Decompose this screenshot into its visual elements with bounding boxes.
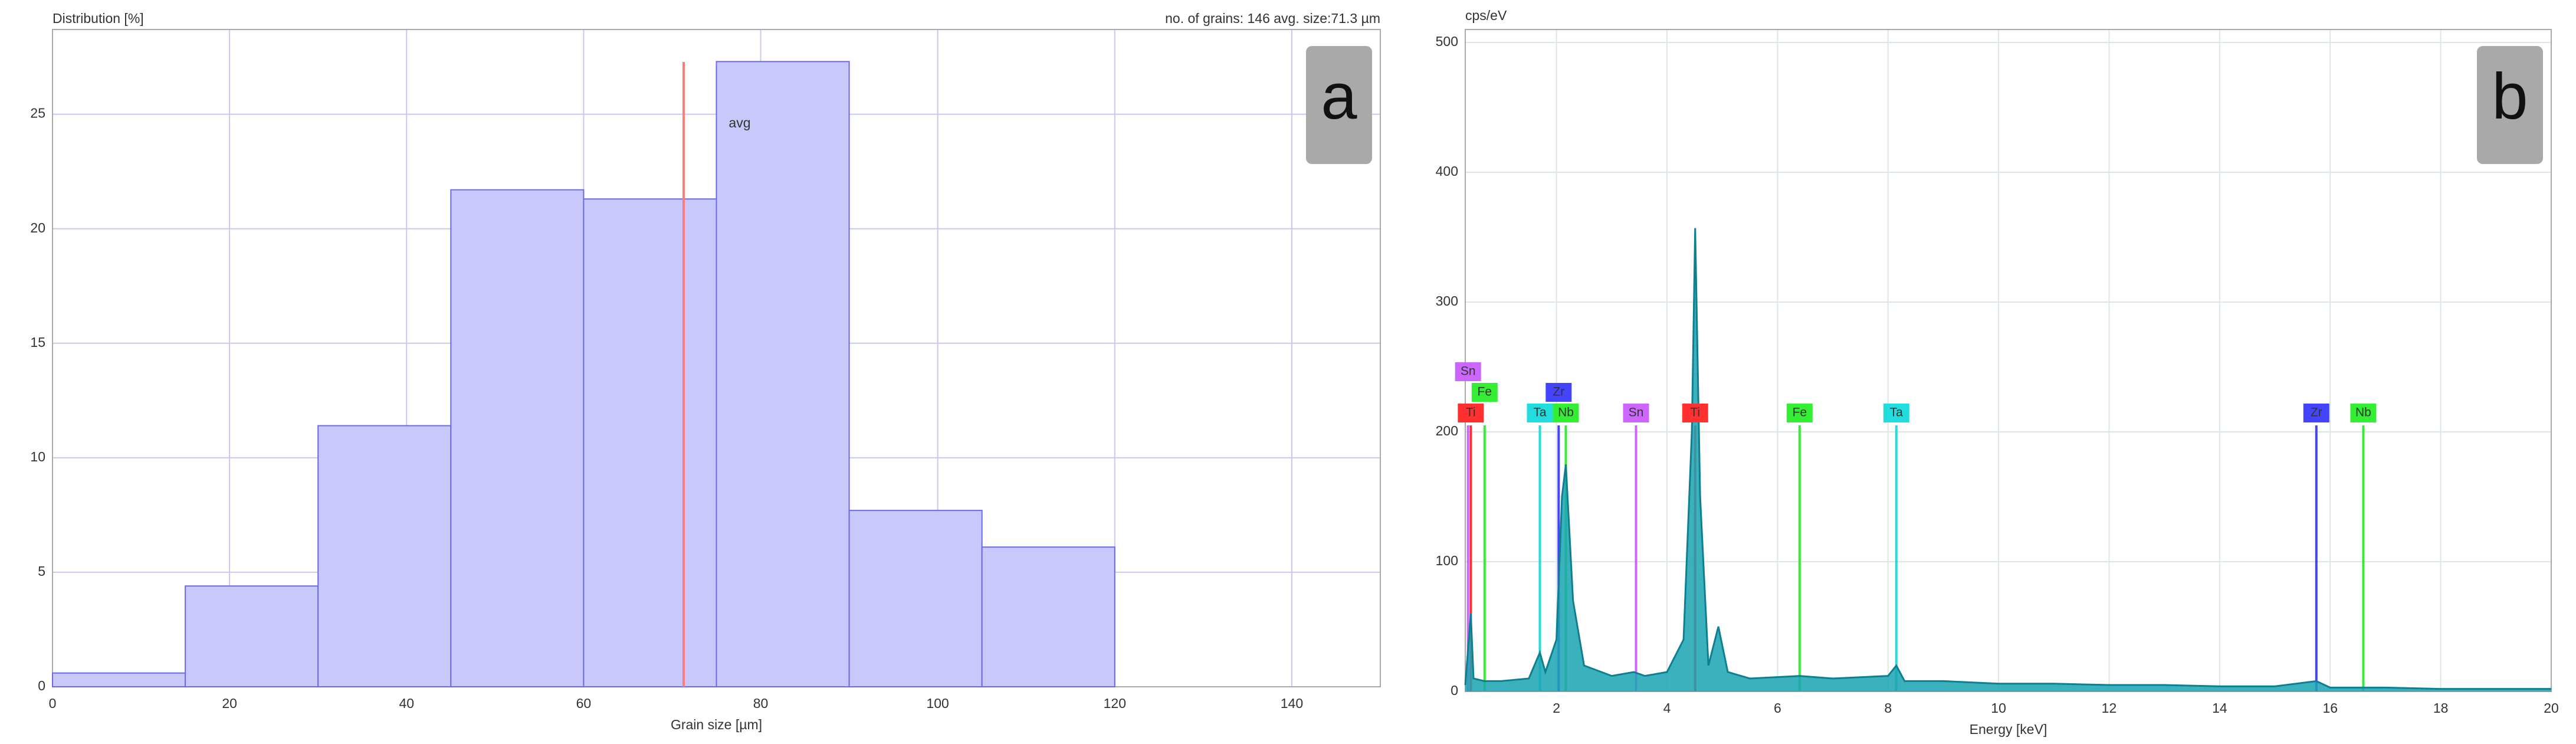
x-axis-label: Grain size [µm] [671, 717, 762, 732]
x-tick-label: 12 [2102, 700, 2117, 716]
bar [185, 585, 319, 687]
element-label: Sn [1461, 365, 1476, 378]
element-label: Nb [2355, 406, 2371, 419]
element-label: Zr [2311, 406, 2322, 419]
avg-label: avg [729, 115, 750, 130]
y-tick-label: 10 [30, 449, 45, 464]
x-tick-label: 60 [576, 696, 592, 711]
element-tag [1682, 404, 1708, 422]
element-tag [1458, 404, 1484, 422]
x-tick-label: 100 [926, 696, 949, 711]
x-tick-label: 4 [1663, 700, 1671, 716]
element-label: Zr [1553, 385, 1564, 399]
element-tag [2350, 404, 2377, 422]
plot-frame [1465, 29, 2552, 692]
panel-label-box [2477, 46, 2543, 164]
panel-label-box [1306, 46, 1372, 164]
y-tick-label: 300 [1436, 293, 1458, 309]
element-tag [2303, 404, 2329, 422]
element-tag [1786, 404, 1813, 422]
bar [583, 198, 717, 687]
chart-title: Distribution [%] [52, 11, 144, 26]
panel-label: a [1321, 60, 1357, 133]
spectrum-line [1464, 228, 2551, 690]
element-tag [1455, 362, 1481, 381]
bar [317, 425, 452, 688]
y-tick-label: 5 [38, 563, 45, 579]
y-tick-label: 100 [1436, 553, 1458, 568]
x-tick-label: 6 [1774, 700, 1781, 716]
element-tag [1883, 404, 1909, 422]
bar [716, 61, 850, 688]
y-tick-label: 20 [30, 220, 45, 235]
element-label: Fe [1793, 406, 1807, 419]
y-tick-label: 15 [30, 335, 45, 350]
element-tag [1471, 383, 1498, 402]
x-tick-label: 40 [399, 696, 414, 711]
x-tick-label: 0 [49, 696, 57, 711]
bar [848, 510, 983, 687]
spectrum-fill [1465, 228, 2551, 692]
x-tick-label: 140 [1281, 696, 1303, 711]
x-axis-label: Energy [keV] [1970, 722, 2047, 737]
element-label: Ti [1690, 406, 1700, 419]
element-label: Fe [1478, 385, 1492, 399]
y-tick-label: 200 [1436, 423, 1458, 438]
y-axis-label: cps/eV [1465, 8, 1507, 23]
x-tick-label: 14 [2212, 700, 2227, 716]
y-tick-label: 25 [30, 106, 45, 121]
bar [981, 546, 1115, 688]
panel-label: b [2492, 60, 2528, 133]
element-label: Ta [1890, 406, 1904, 419]
y-tick-label: 500 [1436, 34, 1458, 49]
element-label: Ta [1533, 406, 1547, 419]
x-tick-label: 10 [1991, 700, 2006, 716]
element-tag [1623, 404, 1649, 422]
element-tag [1545, 383, 1572, 402]
x-tick-label: 20 [222, 696, 237, 711]
chart-subtitle: no. of grains: 146 avg. size:71.3 µm [1165, 11, 1380, 26]
element-tag [1553, 404, 1579, 422]
x-tick-label: 80 [753, 696, 769, 711]
element-tag [1527, 404, 1553, 422]
element-label: Nb [1558, 406, 1574, 419]
y-tick-label: 400 [1436, 163, 1458, 179]
x-tick-label: 20 [2544, 700, 2559, 716]
element-label: Sn [1629, 406, 1644, 419]
element-label: Ti [1466, 406, 1476, 419]
x-tick-label: 18 [2433, 700, 2449, 716]
y-tick-label: 0 [1451, 683, 1458, 698]
y-tick-label: 0 [38, 678, 45, 693]
bar [52, 672, 186, 688]
bar [450, 189, 585, 687]
x-tick-label: 120 [1104, 696, 1126, 711]
x-tick-label: 8 [1884, 700, 1892, 716]
x-tick-label: 16 [2322, 700, 2338, 716]
x-tick-label: 2 [1553, 700, 1560, 716]
